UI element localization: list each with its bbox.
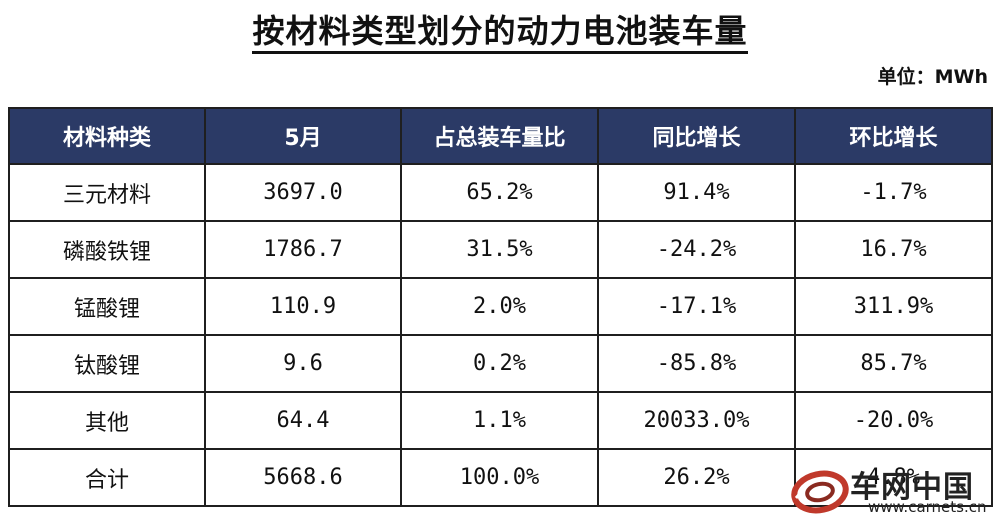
cell-share: 2.0% [400, 277, 599, 336]
cell-yoy: -85.8% [597, 334, 796, 393]
table-row: 其他 64.4 1.1% 20033.0% -20.0% [8, 391, 993, 450]
cell-yoy: -24.2% [597, 220, 796, 279]
cell-yoy: 26.2% [597, 448, 796, 507]
column-header-yoy: 同比增长 [597, 107, 796, 165]
header-row: 材料种类 5月 占总装车量比 同比增长 环比增长 [8, 107, 993, 165]
cell-mom: 16.7% [794, 220, 993, 279]
watermark-url: www.carnets.cn [868, 498, 987, 516]
unit-label: 单位：MWh [877, 66, 988, 88]
cell-mom: -20.0% [794, 391, 993, 450]
cell-value: 3697.0 [204, 163, 402, 222]
cell-material: 磷酸铁锂 [8, 220, 206, 279]
cell-share: 65.2% [400, 163, 599, 222]
column-header-may: 5月 [204, 107, 402, 165]
page-title-text: 按材料类型划分的动力电池装车量 [252, 12, 748, 54]
watermark: 车网中国 www.carnets.cn [790, 462, 990, 518]
cell-yoy: 20033.0% [597, 391, 796, 450]
cell-material: 合计 [8, 448, 206, 507]
table-row-total: 合计 5668.6 100.0% 26.2% 4.8% [8, 448, 993, 507]
table-row: 磷酸铁锂 1786.7 31.5% -24.2% 16.7% [8, 220, 993, 279]
column-header-mom: 环比增长 [794, 107, 993, 165]
cell-share: 0.2% [400, 334, 599, 393]
column-header-material: 材料种类 [8, 107, 206, 165]
cell-yoy: 91.4% [597, 163, 796, 222]
watermark-name: 车网中国 [850, 470, 974, 505]
cell-material: 钛酸锂 [8, 334, 206, 393]
cell-value: 1786.7 [204, 220, 402, 279]
cell-value: 5668.6 [204, 448, 402, 507]
cell-value: 110.9 [204, 277, 402, 336]
cell-share: 1.1% [400, 391, 599, 450]
cell-material: 锰酸锂 [8, 277, 206, 336]
page-title: 按材料类型划分的动力电池装车量 [0, 6, 1000, 54]
cell-material: 其他 [8, 391, 206, 450]
carnets-logo-icon [791, 470, 849, 514]
column-header-share: 占总装车量比 [400, 107, 599, 165]
cell-mom: 85.7% [794, 334, 993, 393]
table-row: 钛酸锂 9.6 0.2% -85.8% 85.7% [8, 334, 993, 393]
cell-share: 100.0% [400, 448, 599, 507]
cell-value: 64.4 [204, 391, 402, 450]
cell-mom: 311.9% [794, 277, 993, 336]
cell-yoy: -17.1% [597, 277, 796, 336]
cell-share: 31.5% [400, 220, 599, 279]
cell-value: 9.6 [204, 334, 402, 393]
cell-material: 三元材料 [8, 163, 206, 222]
table-row: 锰酸锂 110.9 2.0% -17.1% 311.9% [8, 277, 993, 336]
data-table: 材料种类 5月 占总装车量比 同比增长 环比增长 三元材料 3697.0 65.… [8, 107, 993, 507]
table-row: 三元材料 3697.0 65.2% 91.4% -1.7% [8, 163, 993, 222]
cell-mom: -1.7% [794, 163, 993, 222]
